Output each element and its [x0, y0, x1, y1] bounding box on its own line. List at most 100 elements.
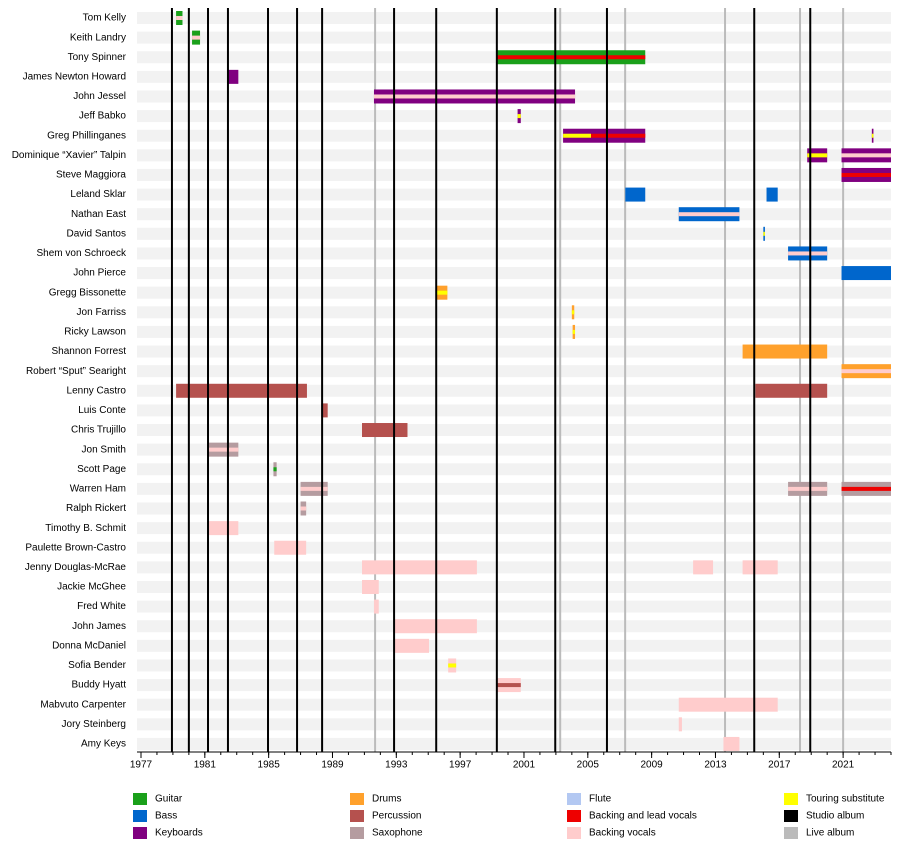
row-band	[137, 580, 891, 593]
x-tick-label: 2017	[768, 760, 791, 771]
legend-label: Bass	[155, 811, 177, 822]
row-band	[137, 522, 891, 535]
row-band	[137, 384, 891, 397]
row-band	[137, 286, 891, 299]
bar-stripe	[496, 55, 646, 60]
bar-stripe	[192, 35, 201, 40]
member-bar	[742, 344, 828, 359]
legend-label: Flute	[589, 794, 612, 805]
legend-label: Keyboards	[155, 828, 203, 839]
bar-stripe	[841, 486, 891, 491]
bar-stripe	[841, 369, 891, 374]
bar-stripe	[300, 506, 307, 511]
x-tick-label: 1977	[130, 760, 153, 771]
row-band	[137, 482, 891, 495]
member-name: Steve Maggiora	[56, 170, 126, 181]
row-band	[137, 404, 891, 417]
legend-swatch	[567, 810, 581, 822]
row-band	[137, 12, 891, 24]
legend-swatch	[133, 793, 147, 805]
row-band	[137, 188, 891, 201]
member-name: Buddy Hyatt	[72, 680, 127, 691]
x-tick-label: 2013	[704, 760, 727, 771]
row-band	[137, 443, 891, 456]
bar-stripe	[841, 153, 891, 158]
row-band	[137, 70, 891, 83]
member-bar	[393, 638, 430, 653]
row-band	[137, 463, 891, 476]
member-bar	[274, 540, 307, 555]
legend-swatch	[133, 827, 147, 839]
member-bar	[678, 697, 778, 712]
x-tick-label: 2005	[577, 760, 600, 771]
row-band	[137, 247, 891, 260]
x-tick-label: 2021	[832, 760, 855, 771]
bar-stripe	[590, 133, 646, 138]
member-name: Chris Trujillo	[71, 425, 126, 436]
legend-swatch	[784, 827, 798, 839]
member-name: Ralph Rickert	[66, 503, 126, 514]
member-bar	[723, 736, 740, 751]
row-band	[137, 345, 891, 358]
bar-stripe	[436, 290, 448, 295]
bar-stripe	[807, 153, 828, 158]
row-band	[137, 365, 891, 378]
member-name: Timothy B. Schmit	[45, 523, 126, 534]
member-name: Jackie McGhee	[57, 582, 126, 593]
member-bar	[208, 521, 239, 536]
member-name: Jon Farriss	[77, 307, 126, 318]
row-band	[137, 325, 891, 338]
x-tick-label: 2009	[641, 760, 664, 771]
row-band	[137, 561, 891, 574]
member-bar	[362, 560, 477, 575]
legend-swatch	[350, 827, 364, 839]
legend-swatch	[133, 810, 147, 822]
member-name: James Newton Howard	[23, 72, 126, 83]
legend-swatch	[350, 810, 364, 822]
bar-stripe	[788, 251, 828, 256]
row-band	[137, 168, 891, 181]
member-bar	[841, 266, 891, 281]
bar-stripe	[788, 486, 828, 491]
member-bar	[678, 717, 682, 732]
legend-swatch	[567, 827, 581, 839]
legend-swatch	[350, 793, 364, 805]
bar-stripe	[563, 133, 591, 138]
member-bar	[742, 560, 778, 575]
member-bar	[766, 187, 778, 202]
member-name: Jenny Douglas-McRae	[25, 562, 127, 573]
legend-label: Drums	[372, 794, 401, 805]
bar-stripe	[572, 329, 576, 334]
row-band	[137, 227, 891, 240]
legend-swatch	[784, 793, 798, 805]
member-name: Robert “Sput” Searight	[26, 366, 126, 377]
member-name: Jeff Babko	[79, 111, 127, 122]
member-name: Lenny Castro	[67, 385, 127, 396]
row-band	[137, 424, 891, 437]
x-tick-label: 1981	[194, 760, 217, 771]
legend-label: Backing vocals	[589, 828, 656, 839]
row-band	[137, 267, 891, 280]
bar-stripe	[871, 133, 874, 138]
member-name: Jory Steinberg	[62, 719, 126, 730]
member-name: Keith Landry	[70, 32, 126, 43]
member-name: Leland Sklar	[70, 189, 126, 200]
member-name: John Pierce	[73, 268, 126, 279]
legend-label: Percussion	[372, 811, 421, 822]
legend-label: Studio album	[806, 811, 864, 822]
member-name: Jon Smith	[82, 444, 126, 455]
member-bar	[362, 423, 408, 438]
member-name: Scott Page	[77, 464, 126, 475]
legend-swatch	[567, 793, 581, 805]
x-tick-label: 1993	[385, 760, 408, 771]
row-band	[137, 149, 891, 162]
row-band	[137, 129, 891, 142]
member-name: Sofia Bender	[68, 660, 126, 671]
row-band	[137, 31, 891, 44]
row-band	[137, 208, 891, 221]
bar-stripe	[176, 16, 183, 20]
member-name: Nathan East	[71, 209, 126, 220]
member-name: Tony Spinner	[68, 52, 127, 63]
member-bar	[693, 560, 714, 575]
